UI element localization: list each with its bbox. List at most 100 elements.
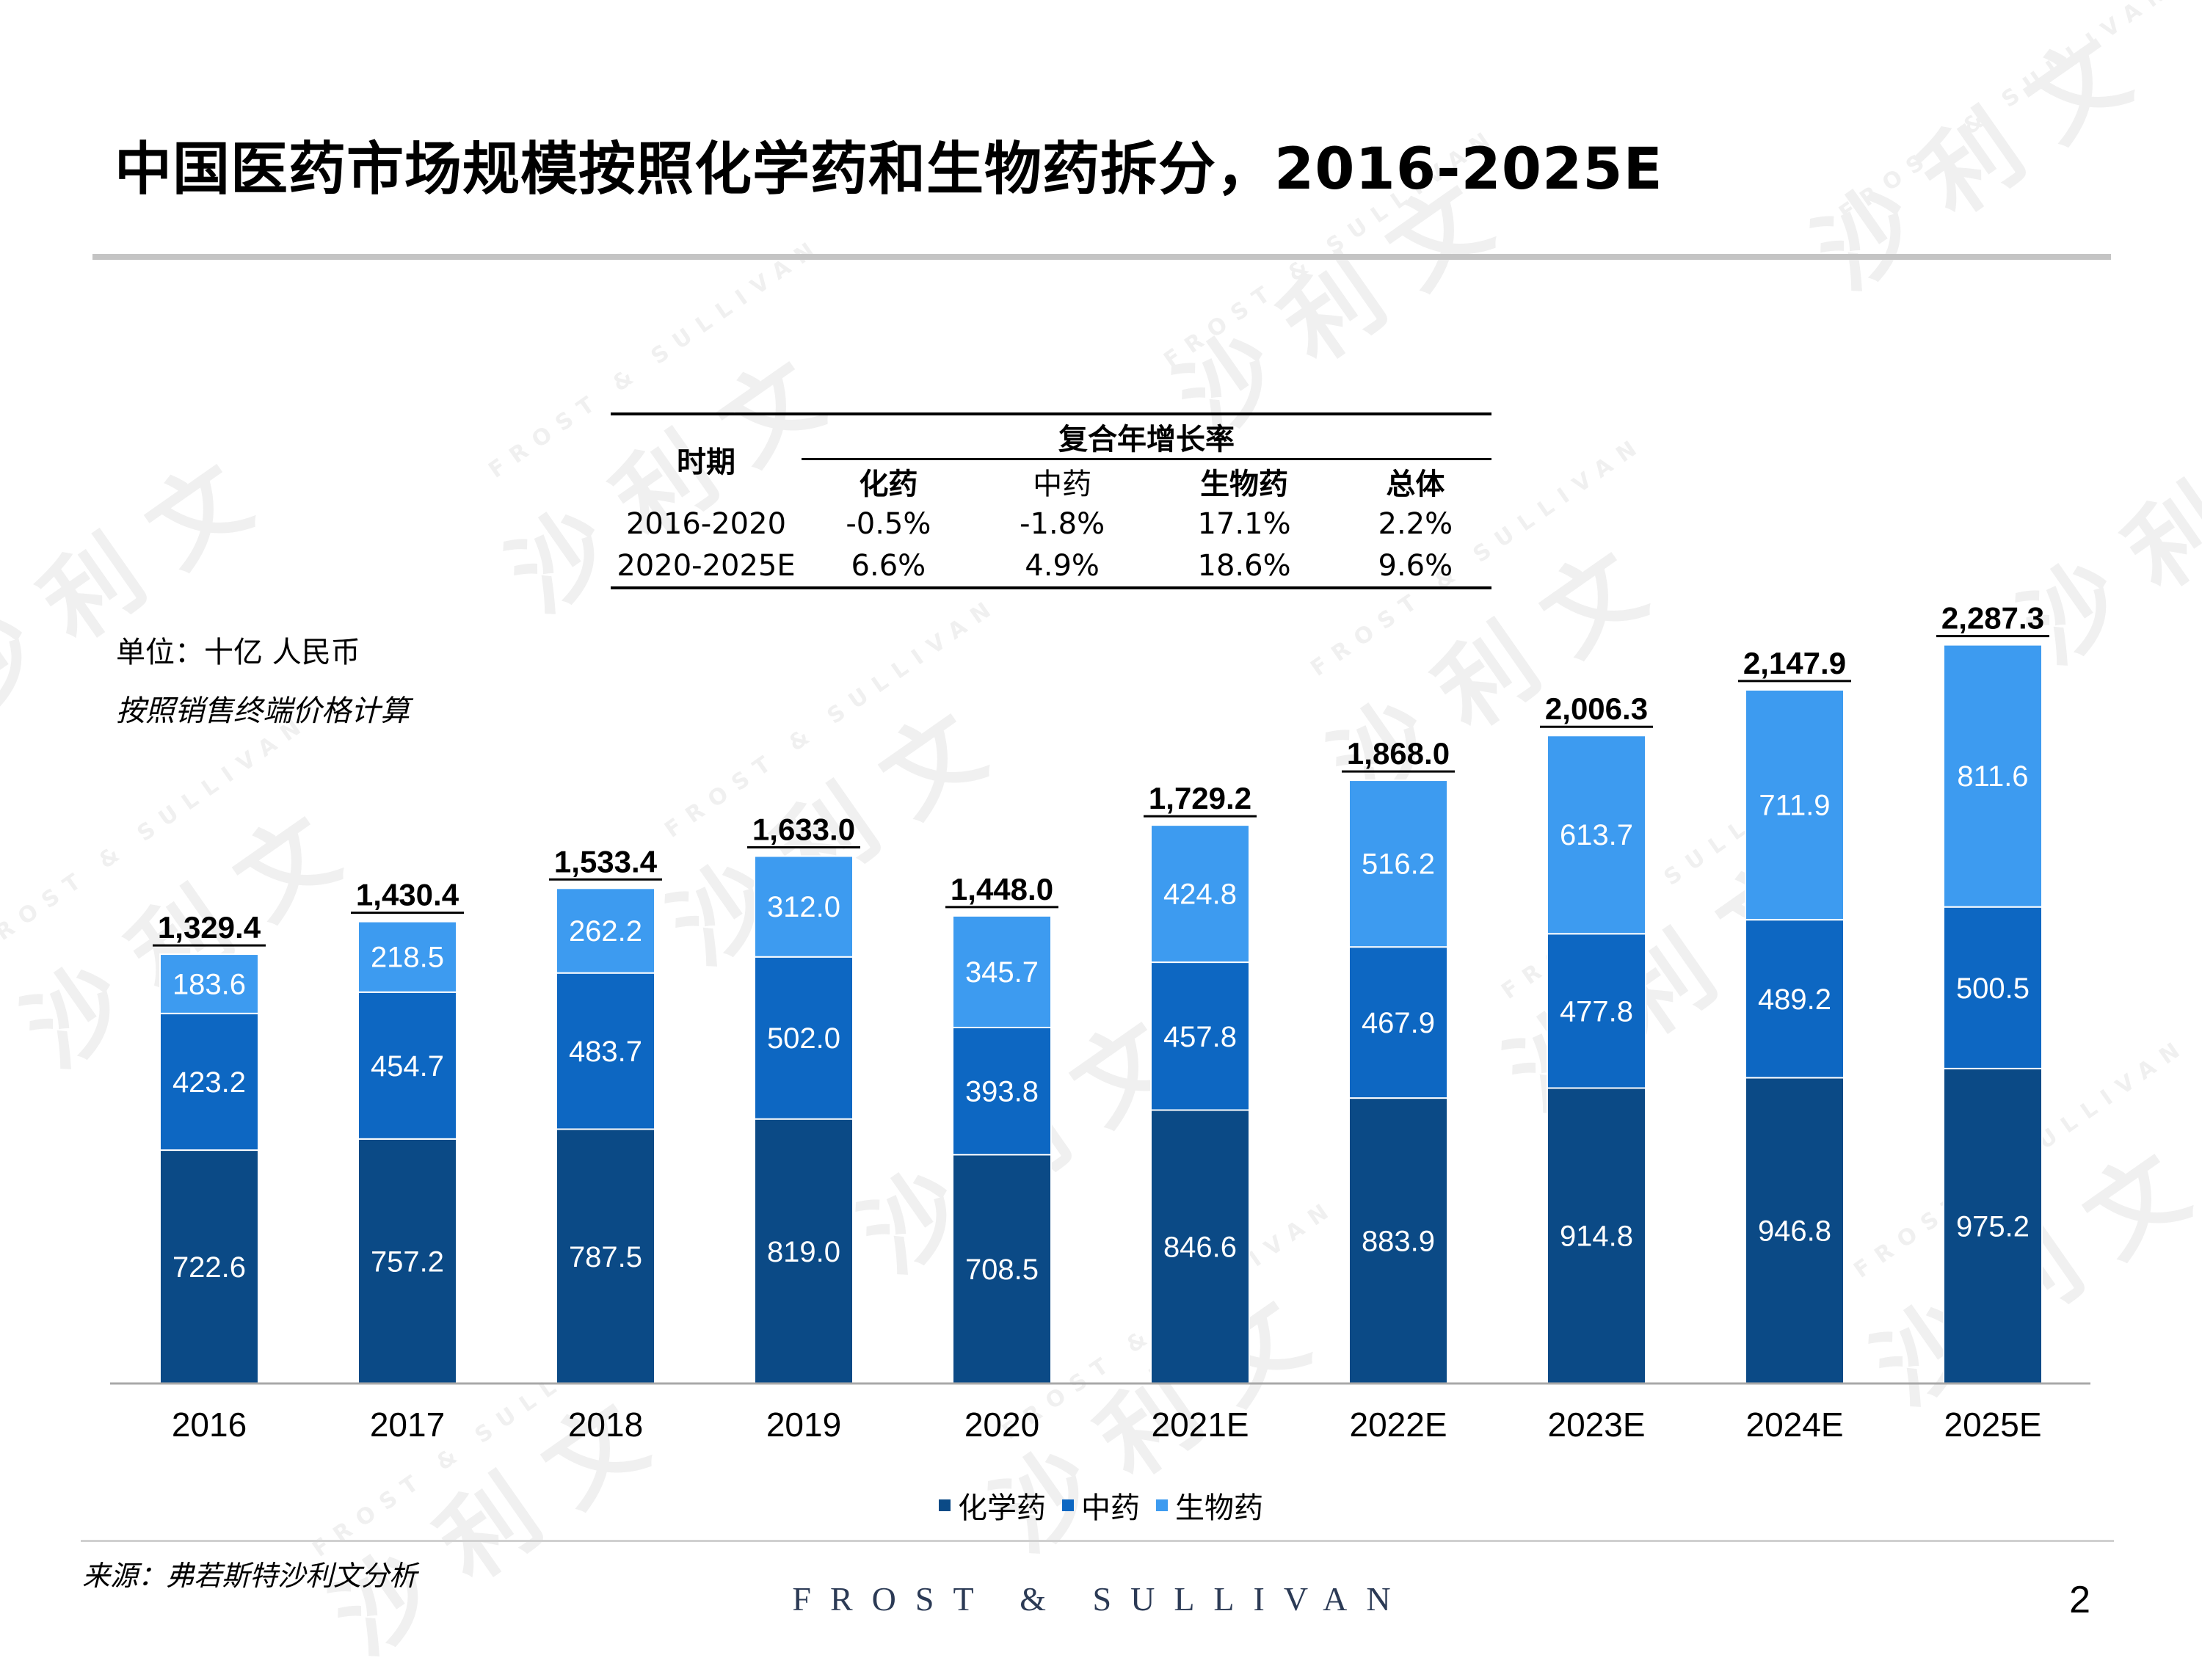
data-label: 345.7 (965, 956, 1039, 989)
bar-segment (556, 972, 655, 1130)
legend-item: 中药 (1062, 1484, 1140, 1527)
x-tick-label: 2018 (568, 1406, 643, 1444)
bar-segment (1547, 735, 1646, 935)
bar-segment (1348, 779, 1448, 948)
total-label: 2,147.9 (1743, 646, 1846, 680)
column-header: 生物药 (1149, 458, 1340, 503)
data-label: 457.8 (1163, 1021, 1237, 1053)
bar-segment (159, 1149, 259, 1385)
x-tick-label: 2020 (964, 1406, 1039, 1444)
table-cell: -0.5% (846, 506, 931, 541)
bar-segment (556, 887, 655, 974)
bar-segment (952, 914, 1052, 1028)
unit-note: 单位：十亿 人民币 (116, 636, 360, 669)
page-number: 2 (2069, 1579, 2090, 1621)
data-label: 613.7 (1560, 819, 1633, 851)
x-tick-label: 2025E (1944, 1406, 2041, 1444)
bar-segment (952, 1026, 1052, 1156)
x-tick-label: 2023E (1547, 1406, 1645, 1444)
bar-segment (357, 1138, 457, 1385)
total-label: 2,287.3 (1941, 601, 2044, 636)
chart-legend: 化学药 中药 生物药 (0, 1484, 2202, 1527)
legend-swatch (1156, 1499, 1168, 1511)
data-label: 819.0 (767, 1236, 840, 1268)
legend-label: 化学药 (958, 1491, 1046, 1525)
table-row: 2020-2025E 6.6% 4.9% 18.6% 9.6% (611, 545, 1491, 589)
bar-segment (357, 991, 457, 1140)
table-cell: 2.2% (1378, 506, 1453, 541)
table-cell: 4.9% (975, 545, 1149, 589)
legend-swatch (1062, 1499, 1074, 1511)
data-label: 722.6 (172, 1251, 246, 1284)
data-label: 454.7 (371, 1050, 444, 1083)
total-label: 1,868.0 (1347, 736, 1450, 771)
period-header: 时期 (611, 412, 802, 503)
source-note: 来源：弗若斯特沙利文分析 (82, 1560, 418, 1592)
legend-item: 化学药 (939, 1484, 1046, 1527)
data-label: 914.8 (1560, 1221, 1633, 1253)
data-label: 846.6 (1163, 1232, 1237, 1264)
data-label: 757.2 (371, 1246, 444, 1278)
data-label: 183.6 (172, 968, 246, 1000)
bar-segment (1348, 946, 1448, 1099)
bar-segment (754, 855, 854, 958)
data-label: 489.2 (1758, 983, 1831, 1016)
x-tick-label: 2022E (1349, 1406, 1447, 1444)
total-label: 1,448.0 (951, 872, 1053, 906)
x-tick-label: 2021E (1151, 1406, 1249, 1444)
table-cell: 18.6% (1149, 545, 1340, 589)
table-cell: 6.6% (802, 545, 975, 589)
total-label: 1,533.4 (554, 844, 658, 879)
table-cell: 17.1% (1197, 506, 1291, 541)
footer-divider (81, 1540, 2114, 1542)
brand-logo: FROST & SULLIVAN (792, 1580, 1410, 1618)
x-tick-label: 2024E (1745, 1406, 1843, 1444)
total-label: 1,729.2 (1149, 781, 1251, 815)
data-label: 883.9 (1362, 1226, 1435, 1258)
total-label: 1,633.0 (752, 812, 855, 846)
bar-segment (1943, 644, 2043, 908)
data-label: 424.8 (1163, 879, 1237, 911)
data-label: 218.5 (371, 942, 444, 974)
table-row: 2016-2020 -0.5% -1.8% 17.1% 2.2% (611, 503, 1491, 545)
column-header: 总体 (1339, 458, 1491, 503)
total-label: 1,329.4 (158, 910, 261, 945)
data-label: 467.9 (1362, 1007, 1435, 1039)
bar-segment (1745, 1077, 1845, 1384)
data-label: 975.2 (1956, 1210, 2030, 1243)
total-label: 2,006.3 (1545, 691, 1648, 726)
legend-label: 生物药 (1175, 1491, 1263, 1525)
x-tick-label: 2016 (172, 1406, 247, 1444)
legend-swatch (939, 1499, 951, 1511)
table-cell: -1.8% (1020, 506, 1105, 541)
cagr-table: 时期 复合年增长率 化药 中药 生物药 总体 2016-2020 -0.5% -… (611, 412, 1491, 589)
bar-segment (1745, 688, 1845, 921)
bar-segment (754, 956, 854, 1120)
data-label: 262.2 (569, 915, 642, 948)
legend-item: 生物药 (1156, 1484, 1263, 1527)
bar-segment (754, 1118, 854, 1384)
title-divider (92, 254, 2111, 260)
cagr-group-header: 复合年增长率 (802, 412, 1491, 459)
bar-segment (159, 953, 259, 1014)
data-label: 502.0 (767, 1022, 840, 1055)
bar-segment (1150, 824, 1250, 964)
x-tick-label: 2019 (766, 1406, 841, 1444)
page-title: 中国医药市场规模按照化学药和生物药拆分，2016-2025E (115, 137, 1663, 203)
data-label: 477.8 (1560, 995, 1633, 1028)
x-tick-label: 2017 (370, 1406, 445, 1444)
data-label: 787.5 (569, 1241, 642, 1273)
data-label: 711.9 (1759, 790, 1830, 822)
table-cell: 2016-2020 (625, 506, 787, 541)
data-label: 423.2 (172, 1066, 246, 1099)
bar-segment (1150, 961, 1250, 1111)
bar-segment (1943, 906, 2043, 1069)
table-cell: 9.6% (1339, 545, 1491, 589)
data-label: 516.2 (1362, 848, 1435, 881)
total-label: 1,430.4 (356, 878, 459, 912)
column-header: 中药 (975, 458, 1149, 503)
bar-segment (952, 1154, 1052, 1384)
data-label: 946.8 (1758, 1215, 1831, 1248)
bar-segment (159, 1012, 259, 1152)
data-label: 393.8 (965, 1076, 1039, 1108)
